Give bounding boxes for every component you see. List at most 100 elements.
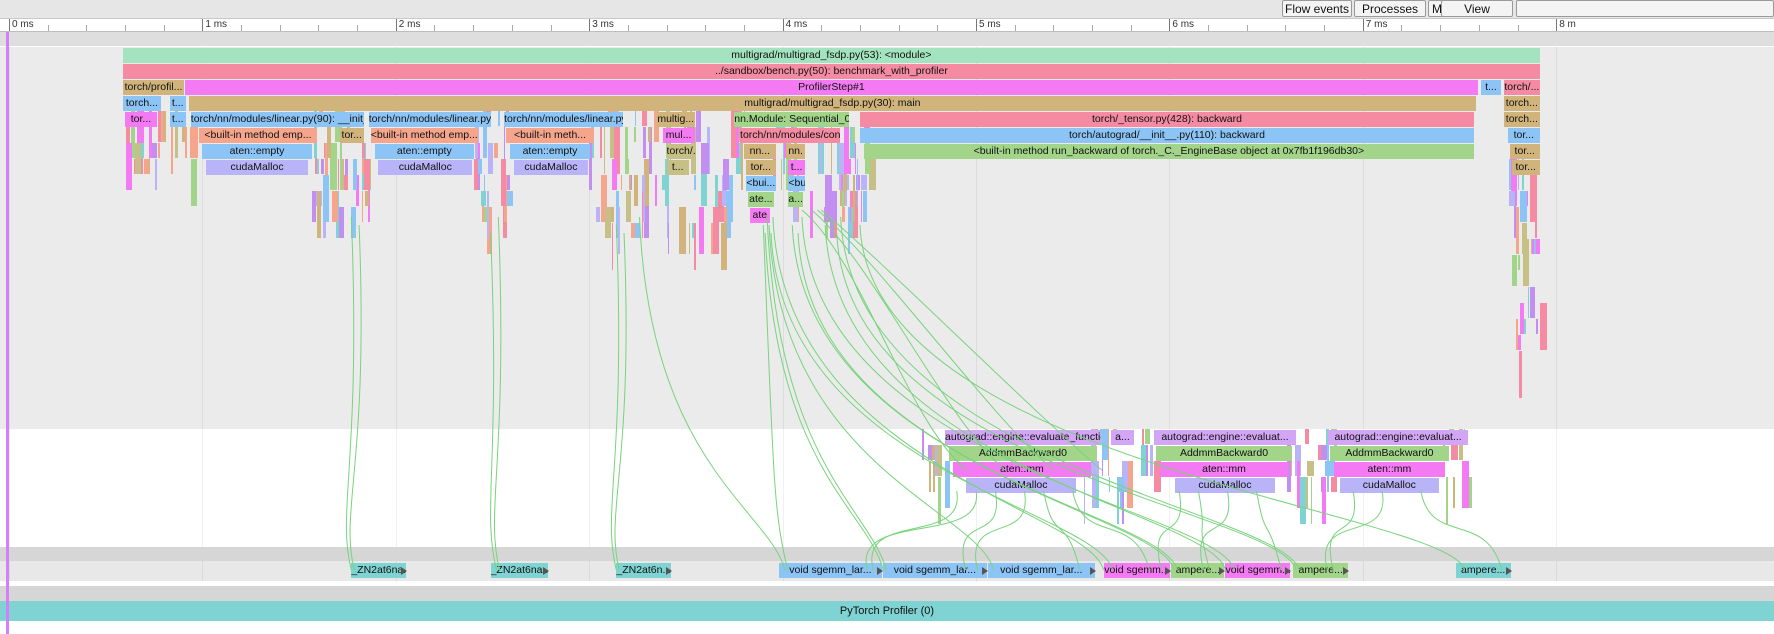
trace-slice-sliver[interactable] — [938, 477, 941, 524]
trace-slice-sliver[interactable] — [644, 159, 650, 206]
search-box[interactable] — [1516, 0, 1774, 17]
trace-slice-sliver[interactable] — [854, 143, 856, 174]
trace-slice-sliver[interactable] — [1118, 477, 1124, 492]
trace-slice-sliver[interactable] — [500, 159, 506, 206]
trace-slice[interactable]: torch/... — [1503, 80, 1540, 95]
trace-slice-sliver[interactable] — [483, 111, 487, 158]
trace-slice-sliver[interactable] — [344, 159, 349, 190]
gpu-kernel-slice[interactable]: ampere... — [1293, 563, 1349, 578]
trace-slice[interactable]: ../sandbox/bench.py(50): benchmark_with_… — [123, 64, 1540, 79]
trace-slice[interactable]: tor... — [125, 112, 157, 127]
trace-slice[interactable]: cudaMalloc — [206, 160, 308, 175]
trace-slice-sliver[interactable] — [1326, 445, 1329, 492]
trace-slice-sliver[interactable] — [493, 143, 499, 158]
trace-slice-sliver[interactable] — [601, 175, 608, 222]
trace-slice-sliver[interactable] — [362, 159, 364, 174]
trace-slice-sliver[interactable] — [720, 223, 727, 270]
trace-slice-sliver[interactable] — [634, 175, 639, 206]
trace-slice[interactable]: torch/nn/modules/cont... — [740, 128, 840, 143]
trace-slice-sliver[interactable] — [125, 127, 130, 158]
trace-slice-sliver[interactable] — [135, 143, 141, 174]
trace-slice-sliver[interactable] — [332, 191, 335, 222]
gpu-kernel-slice[interactable]: _ZN2at6na... — [490, 563, 548, 578]
trace-slice-sliver[interactable] — [192, 127, 199, 158]
trace-slice-sliver[interactable] — [506, 191, 514, 206]
trace-slice[interactable]: <bu — [788, 176, 805, 191]
trace-slice-sliver[interactable] — [126, 143, 133, 190]
trace-slice-sliver[interactable] — [654, 111, 659, 142]
trace-slice-sliver[interactable] — [860, 175, 867, 190]
trace-slice-sliver[interactable] — [1526, 191, 1528, 206]
trace-slice-sliver[interactable] — [158, 143, 160, 158]
trace-slice-sliver[interactable] — [679, 207, 687, 254]
trace-slice-sliver[interactable] — [611, 223, 614, 270]
trace-slice-sliver[interactable] — [849, 191, 852, 222]
trace-slice-sliver[interactable] — [184, 127, 188, 158]
trace-slice[interactable]: torch/nn/modules/linear.py(90): __init__ — [190, 112, 364, 127]
timeline-cursor[interactable] — [6, 32, 9, 634]
cpu-thread-track[interactable]: multigrad/multigrad_fsdp.py(53): <module… — [0, 47, 1774, 429]
trace-slice-sliver[interactable] — [810, 191, 813, 238]
trace-slice-sliver[interactable] — [741, 143, 743, 190]
trace-slice-sliver[interactable] — [693, 175, 697, 190]
trace-slice[interactable]: t... — [169, 112, 186, 127]
trace-slice-sliver[interactable] — [841, 175, 843, 190]
trace-slice-sliver[interactable] — [144, 159, 150, 174]
trace-slice-sliver[interactable] — [725, 191, 732, 238]
trace-slice-sliver[interactable] — [1520, 303, 1524, 334]
trace-slice-sliver[interactable] — [483, 175, 486, 206]
trace-slice[interactable]: AddmmBackward0 — [1155, 446, 1293, 461]
trace-slice-sliver[interactable] — [928, 461, 932, 492]
trace-slice-sliver[interactable] — [830, 127, 833, 174]
view-options-button[interactable]: View Options — [1441, 0, 1513, 33]
trace-slice-sliver[interactable] — [481, 191, 485, 222]
trace-slice-sliver[interactable] — [140, 159, 143, 174]
trace-slice-sliver[interactable] — [1521, 223, 1527, 254]
trace-slice[interactable]: a... — [1111, 430, 1134, 445]
trace-slice[interactable]: AddmmBackward0 — [948, 446, 1097, 461]
trace-slice-sliver[interactable] — [1515, 319, 1518, 350]
trace-slice[interactable]: cudaMalloc — [378, 160, 473, 175]
trace-slice-sliver[interactable] — [617, 207, 621, 254]
trace-slice-sliver[interactable] — [609, 111, 617, 158]
trace-slice-sliver[interactable] — [783, 127, 786, 174]
gpu-kernel-slice[interactable]: _ZN2at6na... — [351, 563, 407, 578]
trace-slice-sliver[interactable] — [819, 127, 822, 174]
trace-slice-sliver[interactable] — [841, 207, 846, 222]
trace-slice-sliver[interactable] — [666, 191, 669, 238]
trace-slice-sliver[interactable] — [596, 207, 601, 222]
trace-slice-sliver[interactable] — [1522, 239, 1529, 286]
trace-slice-sliver[interactable] — [140, 143, 143, 174]
trace-slice-sliver[interactable] — [844, 191, 848, 206]
trace-slice-sliver[interactable] — [841, 175, 845, 222]
trace-slice-sliver[interactable] — [620, 175, 623, 190]
trace-slice-sliver[interactable] — [863, 191, 867, 222]
trace-slice-sliver[interactable] — [696, 111, 702, 142]
trace-slice-sliver[interactable] — [189, 127, 194, 158]
trace-slice-sliver[interactable] — [1145, 429, 1151, 444]
trace-slice[interactable]: multig... — [656, 112, 695, 127]
trace-slice-sliver[interactable] — [849, 127, 856, 158]
trace-slice-sliver[interactable] — [329, 143, 337, 190]
gpu-kernel-slice[interactable]: void sgemm_lar... — [987, 563, 1095, 578]
trace-slice[interactable]: aten::mm — [1333, 462, 1445, 477]
trace-slice-sliver[interactable] — [781, 159, 783, 190]
trace-slice-sliver[interactable] — [487, 143, 494, 174]
trace-slice-sliver[interactable] — [1463, 461, 1470, 508]
trace-slice-sliver[interactable] — [1095, 477, 1100, 508]
trace-slice-sliver[interactable] — [851, 127, 855, 142]
trace-slice-sliver[interactable] — [713, 207, 719, 254]
trace-slice[interactable]: torch/nn/modules/linear.py(... — [504, 112, 623, 127]
trace-slice-sliver[interactable] — [1530, 287, 1536, 318]
trace-slice-sliver[interactable] — [631, 175, 633, 190]
trace-slice[interactable]: t... — [169, 96, 186, 111]
trace-slice-sliver[interactable] — [325, 143, 328, 190]
trace-slice-sliver[interactable] — [945, 461, 950, 508]
trace-slice-sliver[interactable] — [600, 127, 603, 158]
trace-slice[interactable]: t... — [666, 160, 689, 175]
trace-slice-sliver[interactable] — [634, 111, 637, 126]
trace-slice-sliver[interactable] — [868, 159, 876, 190]
trace-slice-sliver[interactable] — [361, 191, 363, 222]
trace-slice-sliver[interactable] — [935, 445, 938, 476]
trace-slice-sliver[interactable] — [641, 191, 643, 238]
